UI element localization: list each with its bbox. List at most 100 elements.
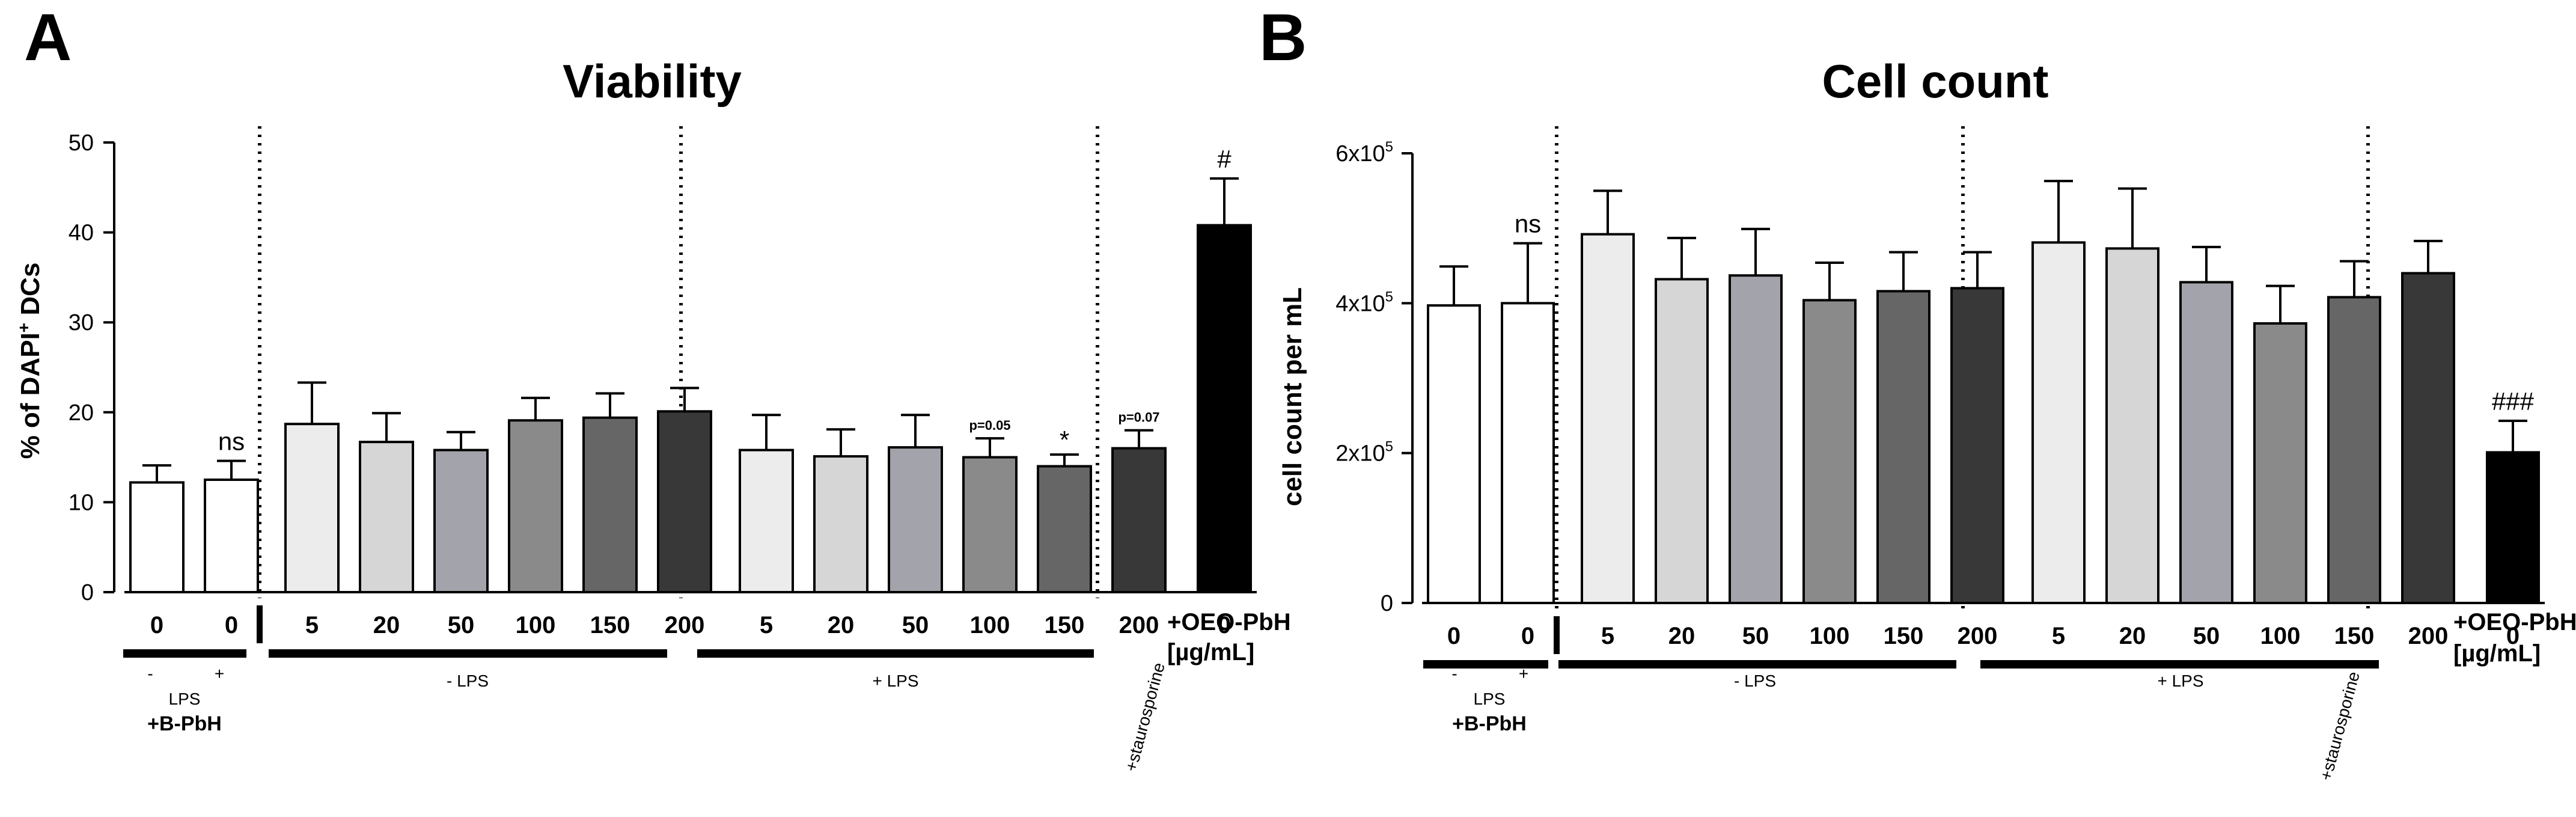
panel-a-neg-lps-group-bar <box>269 649 667 658</box>
panel-a-bar <box>1197 224 1252 593</box>
panel-b-title: Cell count <box>1822 55 2048 108</box>
panel-a-x-tick-label: 50 <box>448 612 475 638</box>
panel-a-x-tick-label: 200 <box>665 612 705 638</box>
panel-b-dose-unit: [µg/mL] <box>2453 640 2541 667</box>
panel-b-x-tick-label: 100 <box>1810 623 1850 649</box>
panel-b-control-minus: - <box>1451 664 1457 683</box>
panel-a-bar <box>508 419 563 593</box>
panel-b-dose-header: +OEO-PbH <box>2453 609 2576 635</box>
panel-a-x-tick-label: 5 <box>760 612 773 638</box>
panel-a-bar <box>582 416 638 593</box>
panel-b-bar <box>1876 290 1930 604</box>
panel-b-x-tick-label: 5 <box>2052 623 2065 649</box>
panel-a-y-tick-label: 10 <box>69 490 94 515</box>
panel-b-group-neg-lps: - LPS <box>1734 672 1776 690</box>
panel-a-annotation: p=0.05 <box>969 418 1010 433</box>
panel-a-control-plus: + <box>215 664 224 683</box>
panel-a-bar <box>657 410 712 594</box>
panel-a-y-tick-label: 50 <box>69 130 94 156</box>
panel-b-bar <box>2179 281 2233 604</box>
panel-a-control-agent: +B-PbH <box>147 712 222 735</box>
panel-b-x-tick-label: 200 <box>2408 623 2449 649</box>
panel-b-y-tick-label: 2x105 <box>1335 439 1393 467</box>
panel-a-annotation: ns <box>218 427 245 456</box>
panel-a-pos-lps-group-bar <box>697 649 1094 658</box>
panel-b-control-agent: +B-PbH <box>1452 712 1527 735</box>
panel-a-bar <box>1111 447 1167 594</box>
panel-a-x-tick-label: 100 <box>970 612 1010 638</box>
panel-a-x-tick-label: 20 <box>828 612 855 638</box>
panel-b-x-tick-label: 200 <box>1958 623 1998 649</box>
panel-b-x-tick-label: 50 <box>2193 623 2220 649</box>
panel-b-bar <box>2105 247 2159 604</box>
panel-a-bar <box>284 423 340 593</box>
panel-a-ylabel-sup: + <box>14 323 33 332</box>
panel-a-ylabel: % of DAPI+ DCs <box>14 263 45 459</box>
panel-b-bar <box>1427 304 1481 604</box>
panel-b-bar <box>1950 287 2004 604</box>
panel-b-y-tick-label: 4x105 <box>1335 289 1393 316</box>
panel-b-x-tick-label: 0 <box>1447 623 1460 649</box>
panel-b-annotation: ns <box>1515 210 1541 238</box>
panel-a-control-minus: - <box>147 664 153 683</box>
panel-a-x-tick-label: 100 <box>516 612 556 638</box>
panel-b-ylabel: cell count per mL <box>1278 287 1307 506</box>
panel-a-bar <box>739 448 794 594</box>
panel-a-bar <box>1037 465 1092 593</box>
panel-b-y-tick-label: 6x105 <box>1335 139 1393 167</box>
panel-b-x-tick-label: 150 <box>2334 623 2375 649</box>
panel-b-bar <box>2253 322 2307 604</box>
panel-b-bar <box>1501 302 1555 604</box>
panel-b-x-tick-label: 100 <box>2260 623 2301 649</box>
panel-a-bar <box>129 481 185 593</box>
panel-b-x-tick-label: 0 <box>1521 623 1534 649</box>
panel-b-neg-lps-group-bar <box>1558 660 1956 669</box>
panel-a-x-tick-label: 0 <box>150 612 163 638</box>
panel-b-bar <box>2401 272 2455 604</box>
panel-b-bar <box>1729 274 1783 604</box>
panel-b-x-tick-label: 20 <box>2119 623 2146 649</box>
panel-b-bar <box>2486 451 2540 604</box>
panel-b-y-tick-exponent: 5 <box>1385 289 1393 305</box>
panel-b-control-lps: LPS <box>1474 690 1506 708</box>
panel-a-annotation: * <box>1060 426 1069 454</box>
panel-b-bar <box>2327 296 2381 604</box>
panel-a-x-tick-label: 20 <box>373 612 400 638</box>
panel-a-y-tick-label: 30 <box>69 310 94 335</box>
panel-a-x-tick-label: 150 <box>1045 612 1085 638</box>
panel-a-control-lps: LPS <box>169 690 201 708</box>
panel-a-bar <box>359 441 414 594</box>
panel-b-annotation: ### <box>2492 387 2535 415</box>
panel-a-control-group-bar <box>123 649 246 658</box>
panel-a-annotation: # <box>1217 145 1232 173</box>
panel-b-control-plus: + <box>1519 664 1528 683</box>
panel-b-bar <box>2031 241 2086 604</box>
panel-a-group-pos-lps: + LPS <box>872 672 918 690</box>
panel-b-group-pos-lps: + LPS <box>2157 672 2203 690</box>
panel-a-staurosporine: +staurosporine <box>1122 661 1168 774</box>
panel-a-y-tick-label: 40 <box>69 221 94 246</box>
panel-a-dose-unit: [µg/mL] <box>1167 639 1254 666</box>
panel-b-pos-lps-group-bar <box>1980 660 2379 669</box>
panel-a-bar <box>204 479 259 593</box>
panel-a-bar <box>962 456 1018 593</box>
panel-a-bar <box>433 448 489 594</box>
panel-a-letter: A <box>24 1 72 75</box>
panel-b-x-tick-label: 150 <box>1884 623 1924 649</box>
panel-a-annotation: p=0.07 <box>1118 410 1159 425</box>
panel-b-bar <box>1802 299 1857 604</box>
panel-b-staurosporine: +staurosporine <box>2316 670 2363 783</box>
panel-b-x-tick-label: 0 <box>2506 623 2520 649</box>
panel-a-dose-header: +OEO-PbH <box>1167 609 1291 635</box>
panel-a-ylabel-main: % of DAPI <box>16 332 45 459</box>
panel-a-x-tick-label: 50 <box>902 612 929 638</box>
panel-b-bar <box>1655 278 1709 604</box>
panel-b-x-tick-label: 5 <box>1601 623 1614 649</box>
panel-b-control-group-bar <box>1423 660 1548 669</box>
panel-b-x-tick-label: 50 <box>1742 623 1769 649</box>
panel-a-bar <box>888 446 943 593</box>
panel-b-letter: B <box>1259 1 1307 75</box>
panel-a-x-tick-label: 200 <box>1119 612 1159 638</box>
panel-b-x-tick-label: 20 <box>1668 623 1695 649</box>
